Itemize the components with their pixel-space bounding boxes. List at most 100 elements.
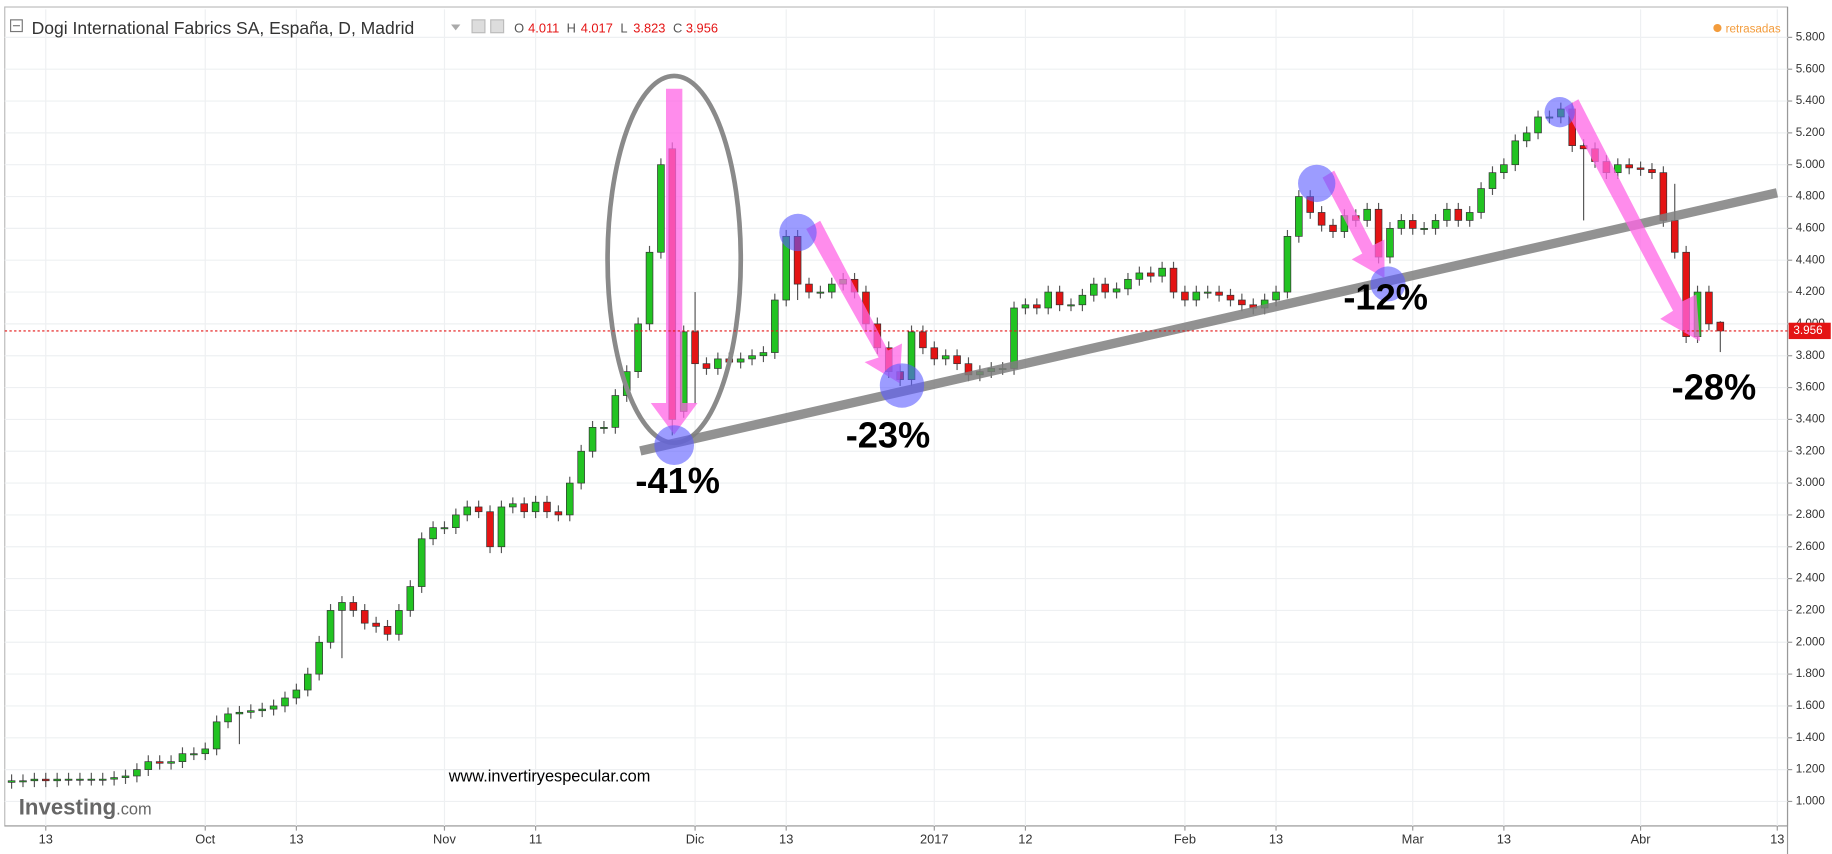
candle-body xyxy=(1522,132,1531,142)
x-tick-label: 12 xyxy=(1018,831,1032,846)
dropdown-arrow[interactable] xyxy=(451,24,461,31)
candle-body xyxy=(212,721,221,750)
y-tick-label: 5.000 xyxy=(1796,158,1826,171)
candle-body xyxy=(657,164,665,253)
x-tick-label: 13 xyxy=(779,831,793,846)
candle-body xyxy=(406,586,415,611)
last-price-label: 3.956 xyxy=(1793,324,1822,337)
candle-body xyxy=(1010,307,1018,369)
candle-body xyxy=(167,761,175,764)
x-tick-label: 13 xyxy=(289,831,303,846)
candle-body xyxy=(930,347,939,360)
annotation: -23% xyxy=(846,414,931,455)
candle-body xyxy=(1682,251,1690,337)
candle-body xyxy=(1272,291,1280,301)
candle-body xyxy=(1055,291,1064,306)
marker xyxy=(879,363,925,408)
candle-body xyxy=(349,602,358,611)
candle-body xyxy=(121,775,130,778)
candle-body xyxy=(110,777,118,780)
candle-body xyxy=(1648,169,1656,174)
candle-body xyxy=(1317,212,1326,226)
candle-body xyxy=(1625,164,1633,169)
ohlc-value: 4.011 xyxy=(528,21,559,36)
status-dot xyxy=(1713,23,1722,33)
candle-body xyxy=(1477,188,1485,213)
candle-body xyxy=(702,363,711,369)
arrow xyxy=(1564,99,1700,342)
x-tick-label: Abr xyxy=(1631,831,1652,846)
candle-body xyxy=(736,358,745,363)
candle-body xyxy=(235,711,244,715)
markers xyxy=(654,96,1575,465)
candle-body xyxy=(1705,291,1713,325)
close-icon[interactable] xyxy=(490,19,505,34)
marker xyxy=(1298,164,1336,203)
x-tick-label: Dic xyxy=(686,831,705,846)
collapse-icon[interactable] xyxy=(10,19,23,33)
candle-body xyxy=(520,503,528,513)
candle-body xyxy=(1135,272,1144,280)
y-tick-label: 1.800 xyxy=(1796,667,1826,680)
candle-body xyxy=(1614,164,1622,174)
candle-body xyxy=(1112,288,1121,293)
candle-body xyxy=(155,761,164,764)
candle-body xyxy=(463,506,472,516)
candle-body xyxy=(611,395,620,428)
ohlc-value: 4.017 xyxy=(581,21,613,36)
candle-body xyxy=(76,778,84,781)
candle-body xyxy=(543,501,551,513)
logo-suffix: .com xyxy=(116,800,151,818)
marker xyxy=(1544,96,1575,128)
candle-body xyxy=(30,778,39,782)
chart-title: Dogi International Fabrics SA, España, D… xyxy=(32,18,415,38)
candle-body xyxy=(577,450,585,484)
candle-body xyxy=(1488,172,1497,189)
candle-body xyxy=(1044,291,1052,309)
candle-body xyxy=(1363,208,1371,221)
candle-body xyxy=(247,710,255,713)
y-tick-label: 5.600 xyxy=(1796,62,1826,75)
y-tick-label: 2.600 xyxy=(1796,540,1826,553)
candle-body xyxy=(87,778,96,781)
candle-body xyxy=(1443,208,1451,221)
candle-body xyxy=(395,610,403,635)
ohlc-letter: L xyxy=(620,21,627,36)
candle-body xyxy=(452,514,460,529)
candle-body xyxy=(1158,267,1166,277)
arrow xyxy=(650,88,698,435)
candle-body xyxy=(281,697,289,707)
logo-name: Investing xyxy=(19,794,116,819)
candle-body xyxy=(805,283,813,293)
candle-body xyxy=(372,622,380,627)
trend-line xyxy=(639,188,1779,456)
candle-body xyxy=(338,602,346,611)
logo: Investing.com xyxy=(19,794,152,819)
candle-body xyxy=(1534,116,1542,134)
y-tick-label: 1.200 xyxy=(1796,763,1826,776)
settings-icon[interactable] xyxy=(471,19,486,34)
candle-body xyxy=(1101,283,1109,293)
x-tick-label: 13 xyxy=(39,831,53,846)
candle-body xyxy=(383,625,392,635)
candle-body xyxy=(1203,291,1212,294)
candle-body xyxy=(429,527,437,540)
candle-body xyxy=(1636,167,1645,170)
candle-body xyxy=(258,708,266,712)
candle-body xyxy=(474,506,483,513)
candle-body xyxy=(1397,220,1406,229)
candle-body xyxy=(440,527,449,530)
candle-body xyxy=(41,778,50,782)
x-tick-label: 11 xyxy=(529,831,542,846)
candle-body xyxy=(1021,304,1030,309)
x-tick-label: 2017 xyxy=(920,831,949,846)
y-tick-label: 1.000 xyxy=(1796,795,1826,808)
y-tick-label: 2.800 xyxy=(1796,508,1826,521)
ohlc-letter: H xyxy=(567,21,576,36)
y-tick-label: 5.800 xyxy=(1796,30,1826,43)
candle-body xyxy=(1283,235,1292,293)
candle-body xyxy=(1238,299,1246,306)
annotation: -12% xyxy=(1343,277,1428,318)
candle-body xyxy=(1192,291,1201,301)
candle-body xyxy=(486,511,494,548)
